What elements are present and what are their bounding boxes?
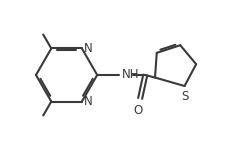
Text: S: S (181, 90, 188, 103)
Text: O: O (134, 104, 143, 117)
Text: N: N (84, 42, 92, 55)
Text: NH: NH (122, 68, 139, 81)
Text: N: N (84, 95, 92, 108)
